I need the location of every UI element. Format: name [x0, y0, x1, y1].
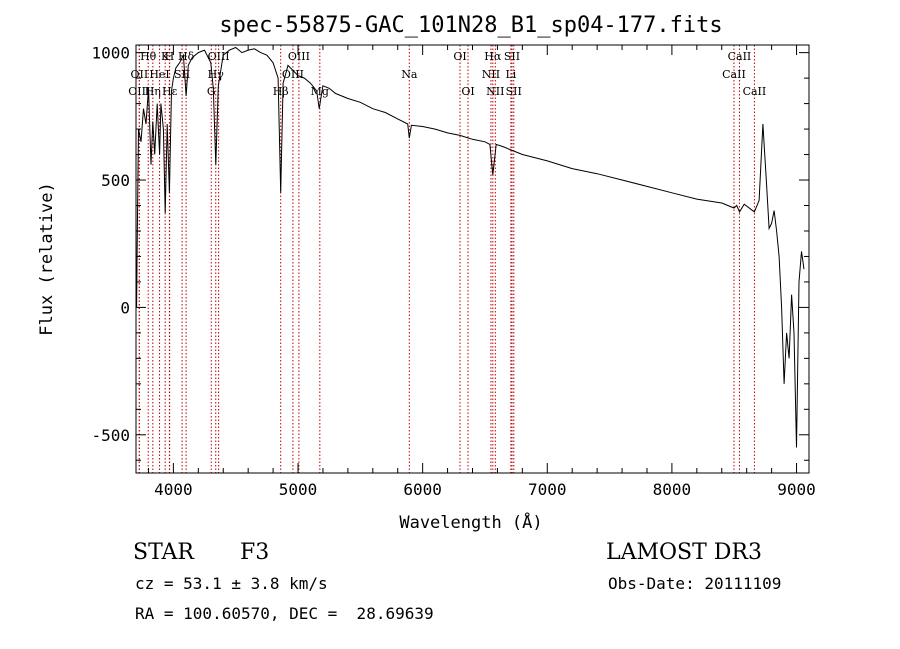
spectral-line-label: OI [461, 85, 474, 98]
plot-frame [135, 44, 810, 474]
spectral-line-label: Hη [145, 85, 161, 98]
cz-value: cz = 53.1 ± 3.8 km/s [135, 574, 328, 593]
y-axis-label: Flux (relative) [37, 182, 57, 336]
spectral-line-label: OIII [208, 50, 230, 63]
obs-date: Obs-Date: 20111109 [608, 574, 782, 593]
spectral-line-label: Mg [311, 85, 329, 98]
spectrum-series [136, 46, 805, 448]
object-class: STAR [133, 540, 194, 565]
object-subclass: F3 [240, 540, 270, 565]
spectral-line-label: OIII [282, 68, 304, 81]
spectral-line-label: OII [131, 68, 149, 81]
spectral-line-label: Li [505, 68, 516, 81]
x-axis-ticks: 4000 5000 6000 7000 8000 9000 [147, 45, 816, 499]
spectral-line-label: SII [504, 50, 520, 63]
spectrum-chart: spec-55875-GAC_101N28_B1_sp04-177.fits H… [37, 13, 816, 533]
spectral-line-label: Hε [162, 85, 178, 98]
x-tick-label: 8000 [653, 480, 692, 499]
y-axis-ticks: -500 0 500 1000 [91, 44, 809, 461]
spectral-line-label: SII [174, 68, 190, 81]
spectral-line-label: OIII [128, 85, 150, 98]
y-tick-label: 1000 [91, 44, 130, 63]
spectral-line-label: Na [401, 68, 418, 81]
chart-title: spec-55875-GAC_101N28_B1_sp04-177.fits [219, 13, 722, 38]
spectral-line-label: SII [506, 85, 522, 98]
spectral-line-label: Hγ [208, 68, 225, 81]
spectral-line-label: NII [486, 85, 504, 98]
spectral-line-label: OIII [288, 50, 310, 63]
spectral-line-label: CaII [722, 68, 746, 81]
y-tick-label: -500 [91, 426, 130, 445]
spectral-line-label: CaII [743, 85, 767, 98]
spectral-line-label: OI [453, 50, 466, 63]
x-tick-label: 4000 [154, 480, 193, 499]
spectral-line-label: NII [482, 68, 500, 81]
coordinates: RA = 100.60570, DEC = 28.69639 [135, 604, 434, 623]
survey-name: LAMOST DR3 [606, 540, 762, 565]
y-tick-label: 0 [120, 298, 130, 317]
x-axis-label: Wavelength (Å) [399, 511, 542, 533]
spectrum-line [136, 46, 805, 448]
x-tick-label: 9000 [777, 480, 816, 499]
spectral-line-label: H [165, 50, 175, 63]
spectral-line-markers [138, 45, 755, 473]
spectral-line-label: Hθ [140, 50, 157, 63]
spectral-line-label: CaII [728, 50, 752, 63]
spectral-line-label: HeI [149, 68, 169, 81]
spectral-line-label: Hδ [178, 50, 195, 63]
x-tick-label: 5000 [279, 480, 318, 499]
x-tick-label: 6000 [403, 480, 442, 499]
spectral-line-label: K [161, 50, 170, 63]
spectral-line-label: Hβ [273, 85, 289, 98]
spectral-line-label: Hα [484, 50, 502, 63]
x-tick-label: 7000 [528, 480, 567, 499]
y-tick-label: 500 [101, 171, 130, 190]
spectral-line-label: G [207, 85, 216, 98]
spectral-line-labels: HθOIIOIIIHηKHeIHHεSIIHδGOIIIHγHβOIIIOIII… [128, 50, 766, 98]
